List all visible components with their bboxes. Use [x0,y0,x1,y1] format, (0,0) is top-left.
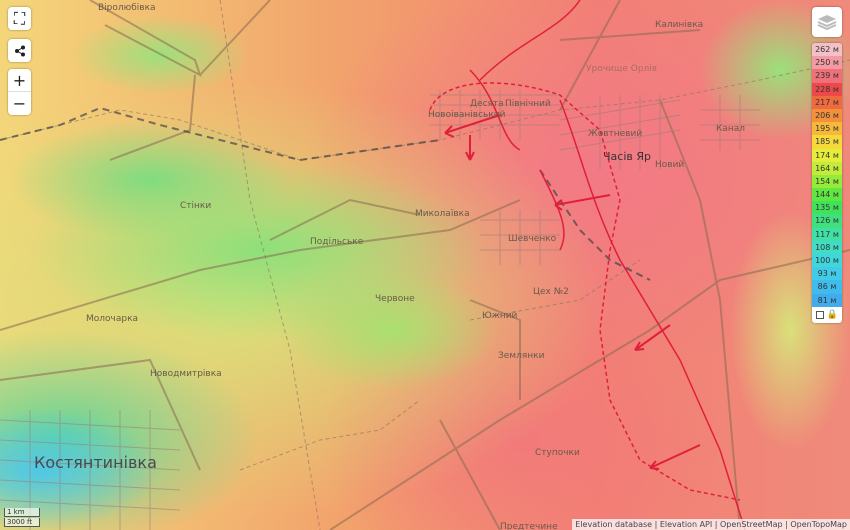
zoom-control: + − [8,69,31,115]
legend-item: 239 м [812,69,842,83]
place-label: Миколаївка [415,209,470,219]
road [469,299,521,400]
elevation-legend: 262 м 250 м 239 м 228 м 217 м 206 м 195 м 185 м… [812,43,842,323]
place-label: Землянки [498,351,545,361]
legend-item: 117 м [812,227,842,241]
fullscreen-icon[interactable]: ⛶ [13,8,26,28]
share-button[interactable] [8,39,31,62]
scale-imperial: 3000 ft [4,518,40,527]
place-label: Червоне [375,294,415,304]
road [0,199,521,331]
legend-item: 81 м [812,293,842,307]
lock-icon[interactable]: 🔒 [826,309,839,320]
road [269,198,421,241]
place-label: Новоіванівський [428,110,506,120]
attack-arrows [444,114,701,470]
place-label: Предтечине [500,522,558,530]
zoom-in-button[interactable]: + [8,69,31,92]
legend-item: 93 м [812,267,842,281]
fullscreen-button[interactable]: ⛶ [8,7,31,30]
place-label: Жовтневий [588,129,643,139]
attribution-link[interactable]: Elevation database [575,520,653,529]
legend-item: 144 м [812,188,842,202]
place-label: Ступочки [535,448,580,458]
legend-item: 154 м [812,174,842,189]
place-label: Віролюбівка [98,3,156,13]
legend-checkbox[interactable] [815,310,824,319]
place-label: Північний [505,99,551,109]
place-label: Калинівка [655,20,704,30]
place-label: Молочарка [86,314,139,324]
attribution-link[interactable]: Elevation API [659,520,713,529]
city-label: Костянтинівка [34,453,157,472]
road [559,29,701,41]
road [659,99,741,530]
place-label: Новодмитрівка [150,369,222,379]
place-label: Шевченко [508,234,557,244]
road [0,358,201,471]
road [329,249,850,530]
place-label: Новий [655,160,685,170]
place-label: Стінки [180,201,212,211]
railway [539,169,651,281]
place-label: Подільське [310,237,364,247]
road [89,0,202,78]
attribution-link[interactable]: OpenStreetMap [720,520,783,529]
legend-item: 108 м [812,240,842,254]
legend-item: 250 м [812,56,842,70]
legend-item: 126 м [812,214,842,228]
layers-button[interactable] [812,7,842,37]
legend-item: 228 м [812,82,842,96]
legend-item: 100 м [812,254,842,268]
zoom-out-button[interactable]: − [12,94,27,113]
road [109,74,196,161]
scale-metric: 1 km [4,508,40,517]
road [559,0,621,111]
place-label: Урочище Орлів [586,64,658,74]
layers-icon [817,15,837,31]
railway [0,106,441,162]
legend-item: 217 м [812,95,842,109]
road [199,0,271,76]
legend-item: 135 м [812,201,842,215]
place-label: Южний [482,311,518,321]
legend-item: 206 м [812,108,842,123]
attribution: Elevation database | Elevation API | Ope… [572,519,850,530]
legend-item: 195 м [812,122,842,136]
place-label: Цех №2 [533,287,569,297]
legend-item: 86 м [812,280,842,294]
legend-item: 185 м [812,135,842,149]
frontline-lines [429,0,746,530]
attribution-link[interactable]: OpenTopoMap [790,520,847,529]
legend-item: 164 м [812,161,842,175]
place-label: Десята [470,99,504,109]
city-label: Часів Яр [603,150,651,163]
legend-item: 174 м [812,148,842,162]
scale-bar: 1 km 3000 ft [4,507,40,527]
place-label: Канал [716,124,746,134]
road [439,419,501,530]
share-icon[interactable] [8,39,31,62]
town-grid [0,90,760,530]
legend-item: 262 м [812,43,842,57]
